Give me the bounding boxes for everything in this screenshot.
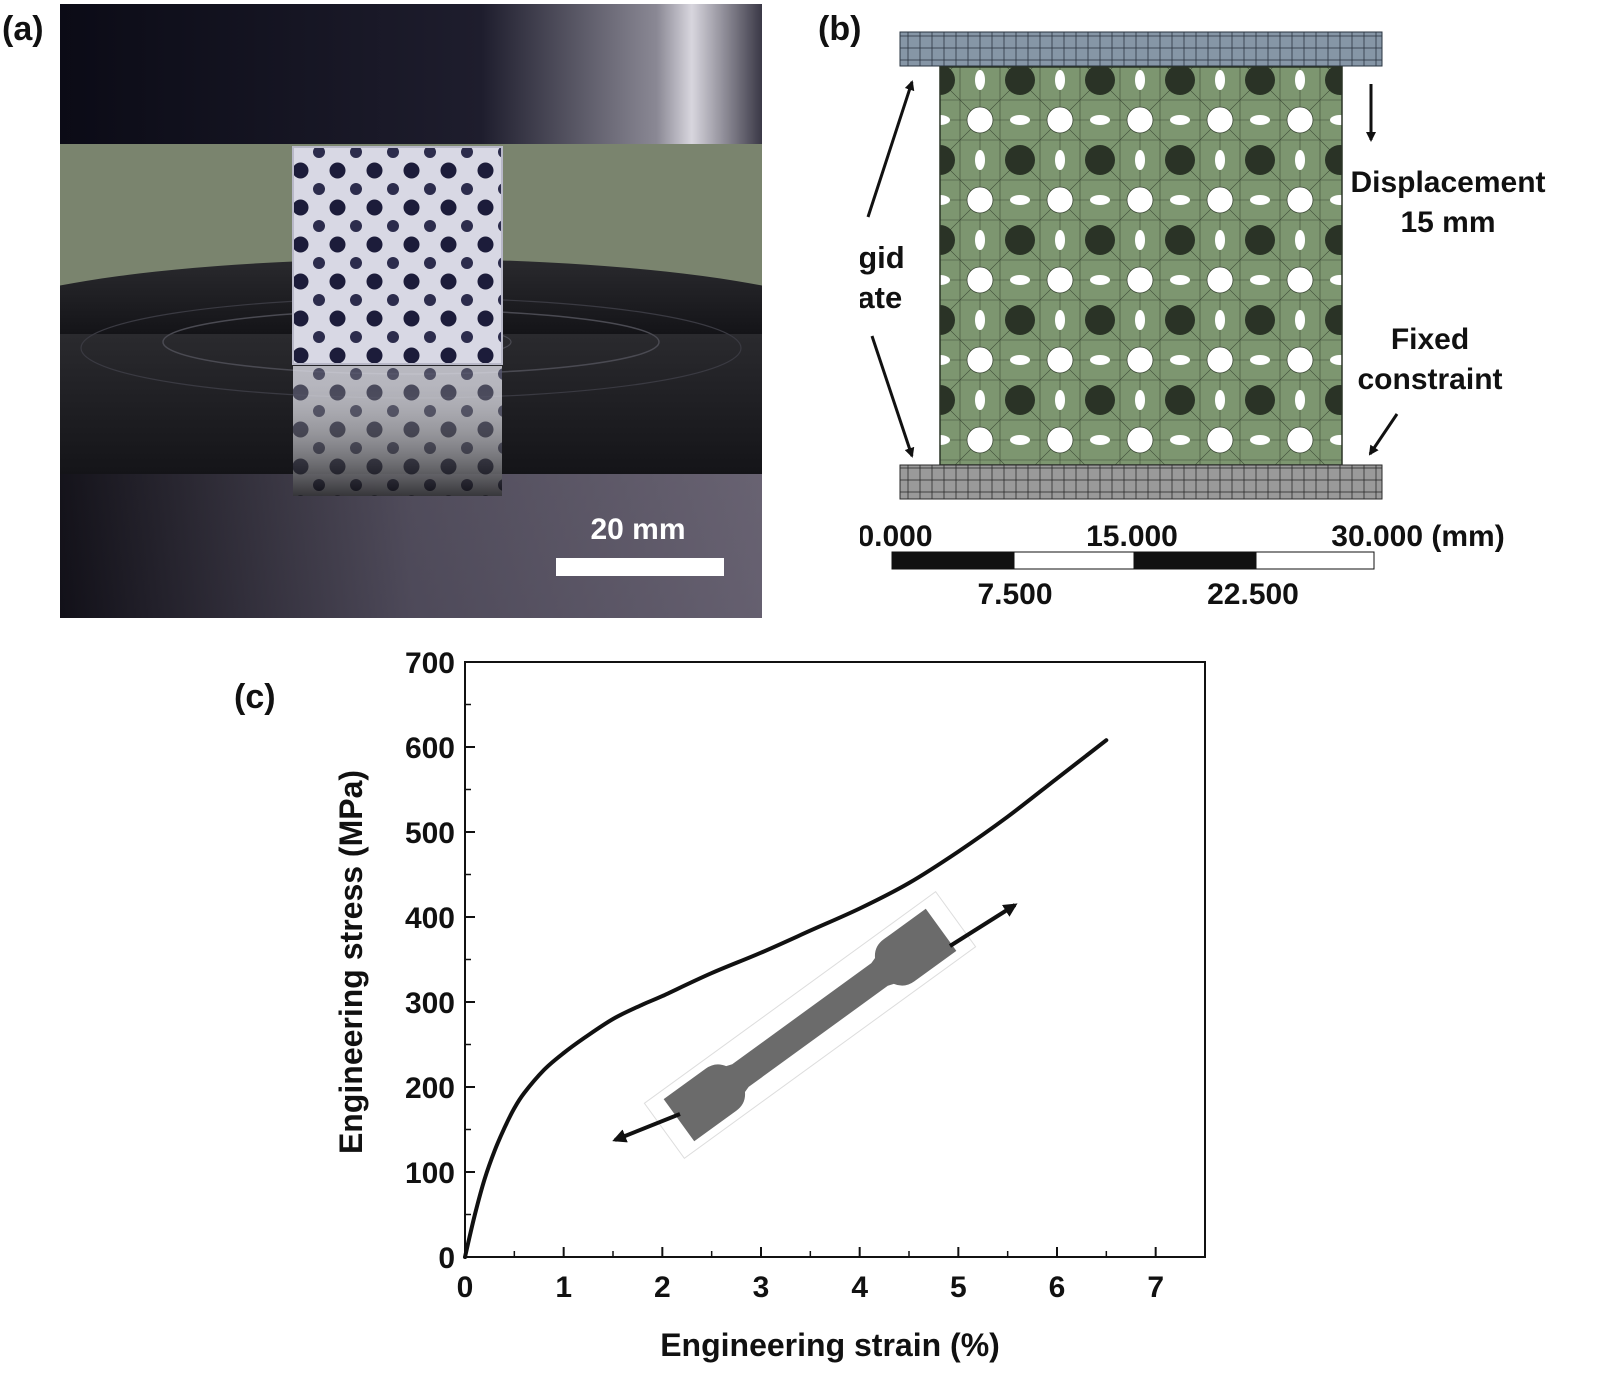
- panel-a-label: (a): [2, 10, 44, 48]
- y-tick-label: 500: [405, 817, 455, 850]
- x-tick-label: 7: [1147, 1271, 1164, 1304]
- specimen-photo: 20 mm: [60, 4, 762, 618]
- tension-arrow-down: [612, 1112, 681, 1143]
- x-tick-label: 2: [654, 1271, 671, 1304]
- y-tick-label: 300: [405, 987, 455, 1020]
- scale-tick-15: 15.000: [1086, 520, 1178, 553]
- x-tick-label: 3: [753, 1271, 770, 1304]
- y-tick-label: 100: [405, 1157, 455, 1190]
- x-tick-label: 0: [457, 1271, 474, 1304]
- panel-b-label: (b): [818, 10, 862, 48]
- scale-tick-22-5: 22.500: [1207, 578, 1299, 611]
- rigid-plate-label-2: plate: [860, 280, 902, 315]
- rigid-plate-label-1: Rigid: [860, 240, 905, 275]
- y-axis-label: Engineering stress (MPa): [333, 770, 369, 1154]
- x-tick-label: 4: [851, 1271, 868, 1304]
- displacement-value: 15 mm: [1400, 206, 1495, 239]
- panel-c-label: (c): [234, 678, 276, 716]
- x-axis-label: Engineering strain (%): [660, 1327, 1000, 1363]
- scale-tick-0: 0.000: [860, 520, 933, 553]
- fem-model: Rigid plate Displacement 15 mm Fixed con…: [860, 31, 1546, 611]
- y-axis: 0 100 200 300 400 500 600 700: [405, 650, 475, 1275]
- x-tick-label: 1: [555, 1271, 572, 1304]
- y-tick-label: 400: [405, 902, 455, 935]
- fixed-constraint-label-1: Fixed: [1391, 323, 1469, 356]
- y-tick-label: 600: [405, 732, 455, 765]
- stress-strain-curve: [463, 738, 1109, 1259]
- x-tick-label: 6: [1049, 1271, 1066, 1304]
- scale-bar-label: 20 mm: [590, 513, 685, 546]
- stress-strain-chart: 0 100 200 300 400 500 600 700 0 1 2 3 4 5 6 7 Engineer…: [333, 650, 1206, 1363]
- fixed-constraint-label-2: constraint: [1357, 363, 1502, 396]
- y-tick-label: 700: [405, 650, 455, 680]
- x-tick-label: 5: [950, 1271, 967, 1304]
- displacement-label: Displacement: [1350, 166, 1545, 199]
- x-axis: 0 1 2 3 4 5 6 7: [457, 1247, 1206, 1304]
- tensile-specimen-icon: [643, 890, 977, 1160]
- tension-arrow-up: [948, 903, 1018, 948]
- scale-tick-30: 30.000 (mm): [1331, 520, 1504, 553]
- y-tick-label: 200: [405, 1072, 455, 1105]
- y-tick-label: 0: [438, 1242, 455, 1275]
- scale-tick-7-5: 7.500: [977, 578, 1052, 611]
